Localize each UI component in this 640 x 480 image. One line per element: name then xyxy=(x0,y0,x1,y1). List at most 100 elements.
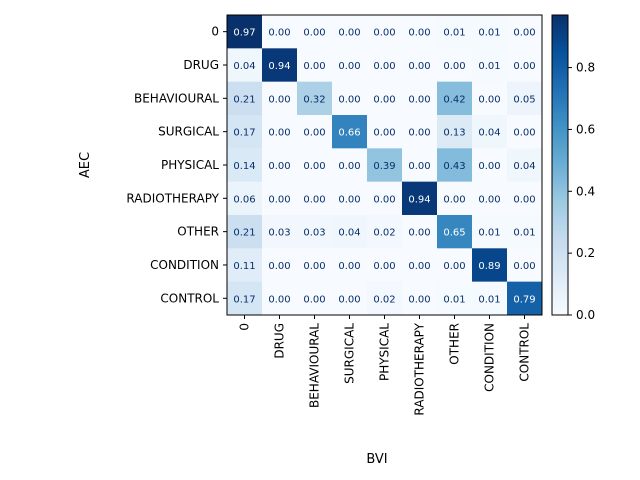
cell-value-label: 0.00 xyxy=(443,261,465,272)
heatmap-cell xyxy=(332,248,368,283)
heatmap-cell xyxy=(472,248,508,283)
cell-value-label: 0.00 xyxy=(408,128,430,139)
heatmap-cell xyxy=(437,281,473,316)
cell-value-label: 0.00 xyxy=(268,261,290,272)
x-tick-label: CONTROL xyxy=(518,323,532,382)
y-tick-label: RADIOTHERAPY xyxy=(126,191,219,205)
y-tick-label: DRUG xyxy=(183,58,219,72)
cell-value-label: 0.13 xyxy=(443,128,465,139)
heatmap-cell xyxy=(332,181,368,216)
y-tick-label: CONTROL xyxy=(160,291,219,305)
heatmap-cell xyxy=(472,214,508,249)
cell-value-label: 0.00 xyxy=(373,61,395,72)
heatmap-cell xyxy=(507,81,543,116)
cell-value-label: 0.00 xyxy=(443,61,465,72)
cell-value-label: 0.00 xyxy=(373,28,395,39)
cell-value-label: 0.01 xyxy=(478,61,500,72)
cell-value-label: 0.89 xyxy=(478,261,500,272)
heatmap-cell xyxy=(437,48,473,83)
heatmap-cell xyxy=(332,214,368,249)
cell-value-label: 0.79 xyxy=(513,294,535,305)
y-ticks: 0 DRUG BEHAVIOURAL SURGICAL PHYSICAL RADIOTHE… xyxy=(126,25,227,305)
cell-value-label: 0.02 xyxy=(373,228,395,239)
heatmap-cell xyxy=(402,81,438,116)
colorbar: 0.0 0.2 0.4 0.6 0.8 xyxy=(551,14,595,322)
heatmap-cell xyxy=(507,281,543,316)
heatmap-cell xyxy=(297,114,333,149)
cell-value-label: 0.00 xyxy=(408,28,430,39)
cell-value-label: 0.94 xyxy=(268,61,290,72)
heatmap-cell xyxy=(332,114,368,149)
cell-value-label: 0.39 xyxy=(373,161,395,172)
x-tick-label: OTHER xyxy=(448,323,462,365)
heatmap-cell xyxy=(367,48,403,83)
cell-value-label: 0.00 xyxy=(478,161,500,172)
cell-value-label: 0.00 xyxy=(408,94,430,105)
heatmap-cell xyxy=(402,15,438,49)
cell-value-label: 0.00 xyxy=(513,61,535,72)
cell-value-label: 0.00 xyxy=(303,261,325,272)
heatmap-cell xyxy=(227,48,263,83)
cell-value-label: 0.14 xyxy=(233,161,255,172)
cell-value-label: 0.00 xyxy=(338,28,360,39)
heatmap-cell xyxy=(332,281,368,316)
heatmap-cell xyxy=(332,15,368,49)
heatmap-cell xyxy=(262,81,298,116)
heatmap-cell xyxy=(367,281,403,316)
cell-value-label: 0.00 xyxy=(303,128,325,139)
heatmap-cell xyxy=(262,281,298,316)
cell-value-label: 0.00 xyxy=(408,228,430,239)
heatmap-cell xyxy=(367,214,403,249)
cell-value-label: 0.00 xyxy=(373,94,395,105)
colorbar-tick-label: 0.6 xyxy=(576,122,595,136)
cell-value-label: 0.01 xyxy=(478,28,500,39)
cell-value-label: 0.00 xyxy=(443,194,465,205)
x-tick-label: CONDITION xyxy=(483,323,497,392)
x-tick-label: RADIOTHERAPY xyxy=(413,322,427,415)
cell-value-label: 0.01 xyxy=(513,228,535,239)
heatmap-cell xyxy=(507,181,543,216)
y-tick-label: 0 xyxy=(211,25,219,39)
cell-value-label: 0.00 xyxy=(303,61,325,72)
cell-value-label: 0.00 xyxy=(408,294,430,305)
x-axis-label: BVI xyxy=(366,452,387,467)
cell-value-label: 0.01 xyxy=(443,28,465,39)
cell-value-label: 0.00 xyxy=(338,294,360,305)
cell-value-label: 0.01 xyxy=(478,228,500,239)
cell-value-label: 0.42 xyxy=(443,94,465,105)
heatmap-cell xyxy=(262,48,298,83)
cell-value-label: 0.00 xyxy=(268,94,290,105)
cell-value-label: 0.94 xyxy=(408,194,430,205)
cell-value-label: 0.00 xyxy=(513,194,535,205)
cell-value-label: 0.21 xyxy=(233,228,255,239)
cell-value-label: 0.03 xyxy=(303,228,325,239)
heatmap-cell xyxy=(507,15,543,49)
heatmap-cell xyxy=(507,48,543,83)
colorbar-gradient xyxy=(551,14,569,316)
heatmap-cell xyxy=(472,148,508,183)
colorbar-tick-label: 0.2 xyxy=(576,246,595,260)
colorbar-tick-label: 0.4 xyxy=(576,184,595,198)
cell-value-label: 0.00 xyxy=(408,261,430,272)
cell-value-label: 0.00 xyxy=(268,194,290,205)
cell-value-label: 0.04 xyxy=(233,61,255,72)
heatmap-cell xyxy=(297,181,333,216)
cell-value-label: 0.00 xyxy=(338,161,360,172)
heatmap-cell xyxy=(262,214,298,249)
heatmap-cell xyxy=(332,48,368,83)
cell-value-label: 0.00 xyxy=(373,128,395,139)
heatmap-cell xyxy=(297,281,333,316)
cell-value-label: 0.00 xyxy=(373,261,395,272)
cell-value-label: 0.02 xyxy=(373,294,395,305)
cell-value-label: 0.06 xyxy=(233,194,255,205)
cell-value-label: 0.01 xyxy=(443,294,465,305)
heatmap-cell xyxy=(227,214,263,249)
cell-value-label: 0.00 xyxy=(303,294,325,305)
cell-value-label: 0.00 xyxy=(338,94,360,105)
cell-value-label: 0.00 xyxy=(268,28,290,39)
heatmap-cell xyxy=(297,248,333,283)
heatmap-cell xyxy=(472,48,508,83)
cell-value-label: 0.00 xyxy=(268,294,290,305)
cell-value-label: 0.43 xyxy=(443,161,465,172)
heatmap-cell xyxy=(367,248,403,283)
